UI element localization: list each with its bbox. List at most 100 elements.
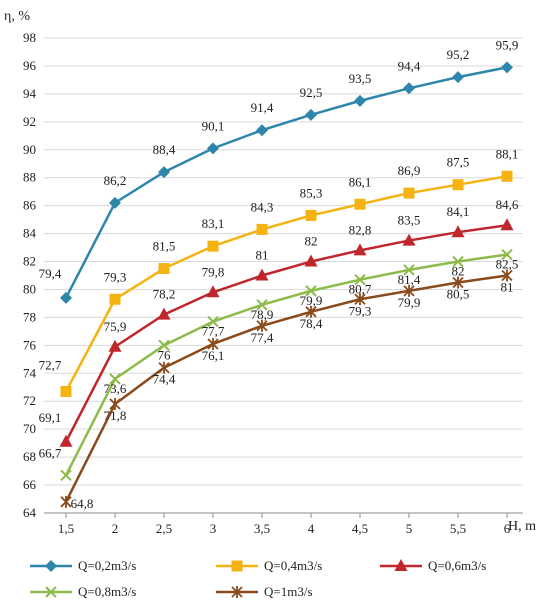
data-point [452,255,464,268]
data-point [452,71,464,84]
data-label: 84,6 [496,197,519,212]
x-tick-label: 5 [406,521,413,536]
data-point [501,269,513,282]
data-point [255,268,269,281]
data-point [109,293,121,305]
data-point [402,233,416,246]
y-tick-label: 88 [23,170,36,185]
y-tick-label: 80 [23,281,36,296]
data-label: 76,1 [202,348,225,363]
data-point [501,248,513,261]
data-point [109,398,121,411]
data-label: 82 [305,234,318,249]
series-line [64,274,508,503]
x-tick-label: 5,5 [450,521,466,536]
legend-marker [45,586,57,598]
data-point [60,291,72,304]
y-tick-label: 76 [23,337,37,352]
data-label: 71,8 [104,408,127,423]
y-tick-label: 86 [23,198,37,213]
series-line [64,253,508,476]
data-label: 82,5 [496,257,519,272]
y-tick-label: 94 [23,86,37,101]
data-label: 90,1 [202,118,225,133]
data-point [207,142,219,155]
data-point [403,264,415,276]
data-label: 84,3 [251,199,274,214]
y-axis-title: η, % [4,9,30,24]
data-label: 80,5 [447,286,470,301]
y-tick-label: 98 [23,30,36,45]
x-tick-label: 6 [504,521,511,536]
legend-marker [231,560,243,572]
data-point [452,179,464,191]
data-label: 78,9 [251,307,274,322]
data-point [501,170,513,182]
data-label: 93,5 [349,71,372,86]
legend-label: Q=0,4m3/s [264,558,322,573]
data-label: 81 [501,280,514,295]
legend-marker [45,560,57,572]
data-label: 94,4 [398,58,421,73]
data-point [109,373,121,385]
data-label: 80,7 [349,282,372,297]
data-point [256,124,268,137]
legend-marker [231,586,243,598]
y-tick-label: 72 [23,393,36,408]
data-point [158,361,170,374]
data-label: 79,8 [202,264,225,279]
legend-label: Q=0,8m3/s [78,584,136,599]
data-label: 64,8 [71,496,94,511]
data-label: 81,5 [153,239,176,254]
data-point [60,469,72,481]
data-point [256,299,268,311]
series-line [64,66,508,299]
data-label: 66,7 [39,445,62,460]
data-label: 73,6 [104,381,127,396]
data-label: 74,4 [153,372,176,387]
data-label: 78,4 [300,316,323,331]
series-line [64,223,508,443]
data-label: 83,5 [398,213,421,228]
data-point [108,339,122,352]
data-point [501,61,513,74]
x-tick-label: 1,5 [58,521,74,536]
series-line [64,175,508,393]
y-tick-label: 92 [23,114,36,129]
data-point [304,254,318,267]
data-point [403,82,415,95]
data-label: 81 [256,248,269,263]
data-label: 77,7 [202,324,225,339]
data-label: 88,1 [496,146,519,161]
data-point [305,209,317,221]
y-tick-label: 84 [23,226,37,241]
data-point [305,108,317,121]
data-point [206,285,220,298]
data-point [354,273,366,286]
data-label: 88,4 [153,142,176,157]
x-tick-label: 4,5 [352,521,368,536]
data-point [305,305,317,318]
data-point [207,240,219,252]
data-label: 83,1 [202,216,225,231]
data-label: 76 [158,347,172,362]
legend-label: Q=1m3/s [264,584,313,599]
data-point [403,284,415,297]
data-label: 69,1 [39,410,62,425]
data-label: 82,8 [349,222,372,237]
data-point [157,307,171,320]
x-tick-label: 3 [210,521,217,536]
data-label: 86,1 [349,174,372,189]
data-point [256,223,268,235]
y-tick-label: 66 [23,477,37,492]
data-label: 72,7 [39,357,62,372]
data-point [207,315,219,328]
legend-label: Q=0,6m3/s [428,558,486,573]
y-tick-label: 78 [23,309,36,324]
data-point [354,198,366,210]
data-label: 79,9 [300,293,323,308]
x-tick-label: 2 [112,521,119,536]
data-label: 86,9 [398,163,421,178]
data-point [403,187,415,199]
